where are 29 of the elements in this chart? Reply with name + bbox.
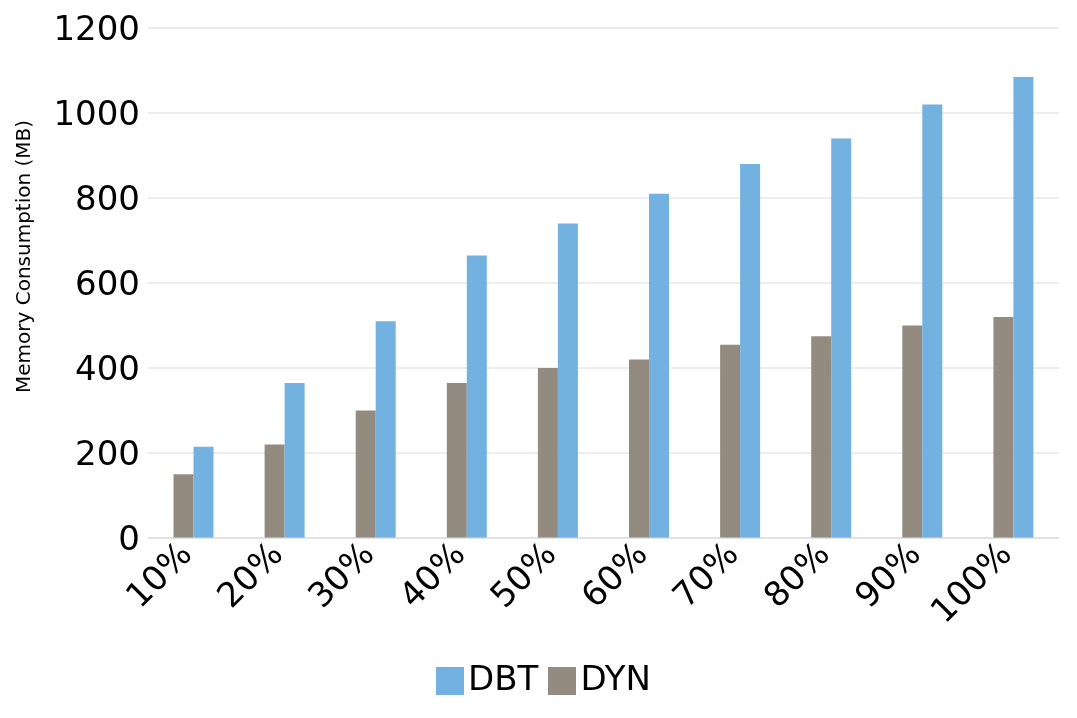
legend-label: DBT [468, 658, 539, 698]
y-tick-label: 600 [75, 263, 140, 304]
y-tick-label: 400 [75, 348, 140, 389]
y-tick-label: 1000 [53, 93, 140, 134]
bar [557, 223, 578, 538]
bar [649, 193, 670, 538]
y-axis-title: Memory Consumption (MB) [11, 119, 36, 393]
bar [446, 382, 467, 538]
legend-label: DYN [580, 658, 651, 698]
bar [831, 138, 852, 538]
bar [740, 164, 761, 538]
bar [173, 474, 194, 538]
bar [629, 359, 650, 538]
bar [922, 104, 943, 538]
bar [466, 255, 487, 538]
y-tick-label: 1200 [53, 8, 140, 49]
bar [375, 321, 396, 538]
bar [902, 325, 923, 538]
bar [193, 446, 214, 538]
bar [355, 410, 376, 538]
y-tick-label: 800 [75, 178, 140, 219]
bar [811, 336, 832, 538]
bar [1013, 76, 1034, 538]
bar [720, 344, 741, 538]
bar [993, 317, 1014, 538]
y-tick-label: 200 [75, 433, 140, 474]
bar [537, 368, 558, 538]
bar [284, 382, 305, 538]
bar [264, 444, 285, 538]
